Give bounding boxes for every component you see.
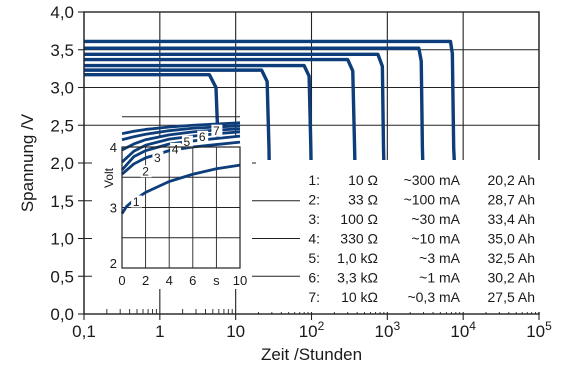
inset-curve-label: 7 (213, 124, 220, 138)
legend-capacity: 20,2 Ah (488, 172, 536, 188)
inset-x-tick-label: 10 (233, 273, 247, 288)
legend-capacity: 28,7 Ah (488, 192, 536, 208)
x-tick-label-exponent: 4 (469, 319, 476, 333)
legend-current: ~10 mA (411, 231, 460, 247)
legend-resistance: 10 kΩ (341, 289, 378, 305)
legend-resistance: 330 Ω (340, 231, 378, 247)
y-tick-label: 0,0 (50, 305, 74, 324)
x-tick-label: 103 (375, 319, 401, 341)
legend-capacity: 33,4 Ah (488, 211, 536, 227)
y-tick-label: 3,0 (50, 79, 74, 98)
x-tick-label-base: 1 (155, 322, 164, 341)
legend-capacity: 35,0 Ah (488, 231, 536, 247)
y-tick-label: 2,0 (50, 154, 74, 173)
inset-y-tick-label: 2 (110, 256, 117, 271)
inset-curve-label: 6 (199, 130, 206, 144)
legend-current: ~300 mA (404, 172, 461, 188)
inset-label-bg (170, 142, 182, 155)
legend-capacity: 27,5 Ah (488, 289, 536, 305)
legend-resistance: 3,3 kΩ (337, 270, 378, 286)
legend-resistance: 1,0 kΩ (337, 250, 378, 266)
inset-curve-label: 1 (133, 195, 140, 209)
inset-x-tick-label: 0 (118, 273, 125, 288)
legend-number: 2: (308, 192, 320, 208)
legend-resistance: 100 Ω (340, 211, 378, 227)
inset-label-bg (152, 151, 164, 164)
inset-curve-label: 5 (184, 135, 191, 149)
legend-number: 5: (308, 250, 320, 266)
inset-x-tick-label: 2 (142, 273, 149, 288)
x-tick-label-base: 10 (375, 322, 394, 341)
inset-frame (121, 146, 241, 269)
inset-label-bg (140, 165, 152, 178)
x-tick-label: 104 (450, 319, 476, 341)
x-tick-label-exponent: 5 (545, 319, 552, 333)
y-axis-title: Spannung /V (18, 113, 37, 212)
x-tick-label: 105 (526, 319, 552, 341)
y-tick-label: 1,5 (50, 192, 74, 211)
inset-background (92, 137, 252, 289)
x-tick-label-base: 10 (226, 322, 245, 341)
inset-label-bg (197, 130, 209, 143)
inset-y-tick-label: 3 (110, 201, 117, 216)
legend-current: ~30 mA (411, 211, 460, 227)
inset-curve-label: 4 (172, 142, 179, 156)
legend-resistance: 10 Ω (348, 172, 378, 188)
legend-number: 6: (308, 270, 320, 286)
legend-capacity: 30,2 Ah (488, 270, 536, 286)
legend-current: ~100 mA (404, 192, 461, 208)
y-tick-label: 4,0 (50, 3, 74, 22)
legend-box (256, 160, 540, 312)
inset-x-axis-title: s (213, 273, 220, 288)
x-tick-label: 10 (226, 322, 245, 341)
x-tick-label: 0,1 (72, 322, 96, 341)
y-tick-label: 0,5 (50, 267, 74, 286)
inset-x-tick-label: 4 (166, 273, 173, 288)
x-tick-label: 102 (299, 319, 325, 341)
inset-label-bg (131, 195, 143, 208)
y-tick-label: 3,5 (50, 41, 74, 60)
inset-curve-label: 2 (142, 165, 149, 179)
inset-curve (120, 134, 241, 171)
y-tick-label: 2,5 (50, 116, 74, 135)
x-tick-label-base: 10 (526, 322, 545, 341)
inset-curve (120, 163, 241, 215)
legend-current: ~3 mA (419, 250, 461, 266)
inset-label-bg (181, 135, 193, 148)
inset-label-bg (211, 124, 223, 137)
inset-curve (121, 140, 241, 176)
x-axis-title: Zeit /Stunden (261, 345, 362, 364)
legend-current: ~0,3 mA (407, 289, 460, 305)
inset-x-tick-label: 6 (189, 273, 196, 288)
inset-y-tick-label: 4 (110, 140, 117, 155)
inset-curve (121, 121, 241, 136)
legend-capacity: 32,5 Ah (488, 250, 536, 266)
x-tick-label-exponent: 2 (318, 319, 325, 333)
inset-curve-label: 3 (154, 151, 161, 165)
inset-y-axis-title: Volt (102, 167, 116, 188)
x-tick-label-exponent: 3 (393, 319, 400, 333)
legend-number: 7: (308, 289, 320, 305)
y-tick-label: 1,0 (50, 230, 74, 249)
legend-number: 1: (308, 172, 320, 188)
x-tick-label-base: 10 (299, 322, 318, 341)
legend-resistance: 33 Ω (348, 192, 378, 208)
x-tick-label: 1 (155, 322, 164, 341)
x-tick-label-base: 10 (450, 322, 469, 341)
legend-number: 3: (308, 211, 320, 227)
legend-current: ~1 mA (419, 270, 461, 286)
x-tick-label-base: 0,1 (72, 322, 96, 341)
legend-number: 4: (308, 231, 320, 247)
